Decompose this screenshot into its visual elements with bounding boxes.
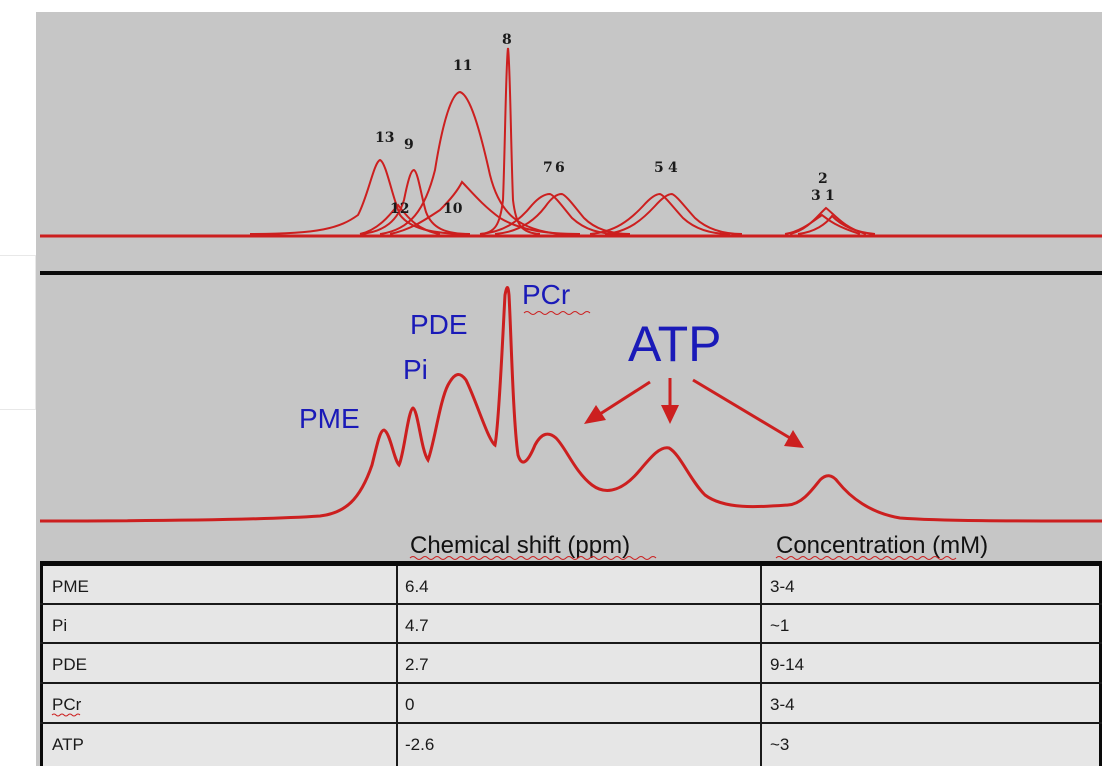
peak-number-13: 13 — [375, 130, 394, 146]
atp-arrow-left — [599, 380, 651, 416]
peak-curve-3 — [784, 213, 861, 235]
atp-arrowhead-left — [584, 405, 606, 424]
metabolite-table: Chemical shift (ppm) Concentration (mM) … — [40, 532, 1102, 766]
header-underline-concentration — [775, 556, 957, 560]
peak-curve-12 — [359, 203, 441, 235]
table-top-border — [40, 561, 1102, 566]
atp-arrows — [584, 378, 804, 448]
peak-number-7: 7 — [543, 160, 553, 176]
atp-arrow-right — [692, 378, 791, 440]
table-cell-shift: 2.7 — [405, 655, 429, 674]
peak-curve-5 — [589, 192, 731, 235]
table-left-border — [40, 563, 43, 766]
table-cell-metabolite: PME — [52, 577, 89, 596]
label-pcr: PCr — [522, 279, 570, 310]
table-cell-shift: 4.7 — [405, 616, 429, 635]
pcr-label-underline — [523, 311, 591, 315]
table-header-chemical-shift: Chemical shift (ppm) — [410, 532, 630, 559]
peak-curve-11 — [379, 90, 561, 235]
table-cell-shift: 6.4 — [405, 577, 429, 596]
background-frame — [0, 255, 36, 410]
peak-curve-1 — [797, 214, 876, 235]
peak-number-11: 11 — [453, 58, 472, 74]
summed-spectrum-curve — [39, 286, 1102, 523]
peak-number-4: 4 — [668, 160, 678, 176]
label-pde: PDE — [410, 309, 468, 340]
table-body — [40, 563, 1102, 766]
peak-number-10: 10 — [443, 201, 463, 217]
table-cell-metabolite: ATP — [52, 735, 84, 754]
header-underline-chemical-shift — [409, 556, 657, 560]
table-cell-concentration: 9-14 — [770, 655, 804, 674]
atp-arrowhead-center — [661, 405, 679, 424]
peak-number-3: 3 — [811, 188, 821, 204]
label-pi: Pi — [403, 354, 428, 385]
pcr-cell-underline — [51, 713, 81, 717]
peak-number-2: 2 — [818, 171, 828, 187]
peak-number-6: 6 — [555, 160, 565, 176]
table-cell-metabolite: Pi — [52, 616, 67, 635]
table-cell-concentration: ~1 — [770, 616, 789, 635]
table-right-border — [1099, 563, 1102, 766]
label-pme: PME — [299, 403, 360, 434]
peak-curve-4 — [604, 192, 743, 235]
labeled-spectrum: PME Pi PDE PCr ATP — [39, 279, 1102, 523]
table-header-concentration: Concentration (mM) — [776, 532, 988, 559]
atp-arrowhead-right — [784, 430, 804, 448]
table-cell-metabolite: PDE — [52, 655, 87, 674]
peak-curve-13 — [249, 158, 471, 235]
peak-curve-6 — [494, 192, 631, 235]
peak-number-1: 1 — [825, 188, 835, 204]
table-cell-shift: 0 — [405, 695, 414, 714]
panel-divider — [40, 271, 1102, 275]
table-cell-concentration: 3-4 — [770, 577, 795, 596]
peak-curve-7 — [479, 192, 621, 235]
table-cell-concentration: 3-4 — [770, 695, 795, 714]
table-cell-metabolite: PCr — [52, 695, 82, 714]
peak-number-9: 9 — [404, 137, 414, 153]
peak-curve-10 — [389, 180, 581, 235]
peak-curve-9 — [359, 168, 471, 235]
peak-curve-8 — [479, 47, 541, 235]
peak-number-5: 5 — [654, 160, 664, 176]
table-cell-concentration: ~3 — [770, 735, 789, 754]
deconvolved-spectrum: 1 2 3 4 5 6 7 8 9 10 11 12 13 — [40, 32, 1102, 238]
label-atp: ATP — [628, 316, 722, 372]
peak-number-12: 12 — [390, 201, 409, 217]
peak-number-8: 8 — [502, 32, 512, 48]
table-cell-shift: -2.6 — [405, 735, 434, 754]
